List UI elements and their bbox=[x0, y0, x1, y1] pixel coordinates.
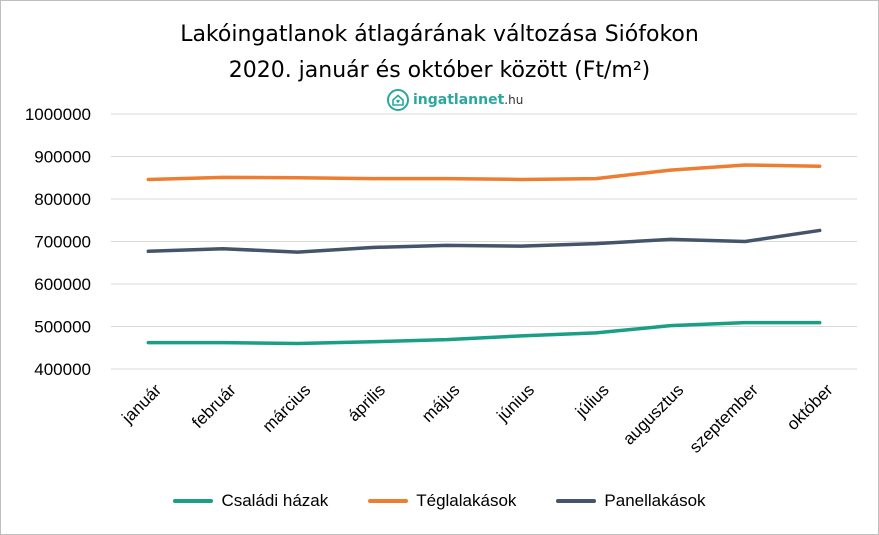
y-tick-label: 600000 bbox=[34, 275, 91, 294]
x-tick-label: augusztus bbox=[619, 380, 687, 448]
house-heart-icon bbox=[387, 89, 409, 111]
x-tick-label: szeptember bbox=[686, 380, 762, 456]
y-tick-label: 800000 bbox=[34, 190, 91, 209]
chart-title-line-2: 2020. január és október között (Ft/m²) bbox=[228, 58, 651, 83]
x-tick-label: október bbox=[783, 380, 837, 434]
y-tick-label: 900000 bbox=[34, 148, 91, 167]
legend-item: Panellakások bbox=[556, 491, 706, 511]
y-axis-tick-labels: 1000000 900000 800000 700000 600000 500000 400… bbox=[25, 105, 91, 379]
series-line-0 bbox=[146, 320, 822, 346]
x-tick-label: április bbox=[344, 380, 389, 425]
y-tick-label: 1000000 bbox=[25, 105, 91, 124]
y-tick-label: 400000 bbox=[34, 360, 91, 379]
series-line-1 bbox=[146, 163, 822, 182]
gridlines bbox=[111, 113, 857, 370]
logo-name: ingatlannet bbox=[413, 92, 505, 108]
series-lines bbox=[146, 163, 822, 346]
ingatlannet-logo: ingatlannet.hu bbox=[387, 89, 523, 111]
series-line-2 bbox=[146, 228, 822, 254]
x-tick-label: január bbox=[118, 380, 166, 428]
legend-label: Téglalakások bbox=[416, 491, 517, 510]
y-tick-label: 700000 bbox=[34, 233, 91, 252]
x-tick-label: május bbox=[418, 380, 464, 426]
x-tick-label: március bbox=[259, 380, 315, 436]
y-tick-label: 500000 bbox=[34, 318, 91, 337]
legend-item: Családi házak bbox=[173, 491, 328, 511]
x-tick-label: február bbox=[188, 380, 240, 432]
legend-label: Családi házak bbox=[221, 491, 329, 510]
legend-swatch bbox=[556, 499, 597, 503]
legend-swatch bbox=[173, 499, 214, 503]
legend-swatch bbox=[368, 499, 409, 503]
legend-item: Téglalakások bbox=[368, 491, 516, 511]
legend: Családi házak Téglalakások Panellakások bbox=[1, 491, 878, 511]
chart-title-line-1: Lakóingatlanok átlagárának változása Sió… bbox=[180, 22, 699, 47]
legend-label: Panellakások bbox=[604, 491, 706, 510]
x-tick-label: július bbox=[571, 380, 613, 422]
x-tick-label: június bbox=[493, 380, 539, 426]
logo-text: ingatlannet.hu bbox=[413, 92, 523, 108]
x-axis-tick-labels: január február március április május június jú… bbox=[118, 380, 837, 456]
logo-suffix: .hu bbox=[504, 93, 524, 107]
